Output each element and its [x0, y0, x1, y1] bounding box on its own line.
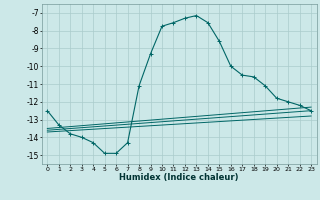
- X-axis label: Humidex (Indice chaleur): Humidex (Indice chaleur): [119, 173, 239, 182]
